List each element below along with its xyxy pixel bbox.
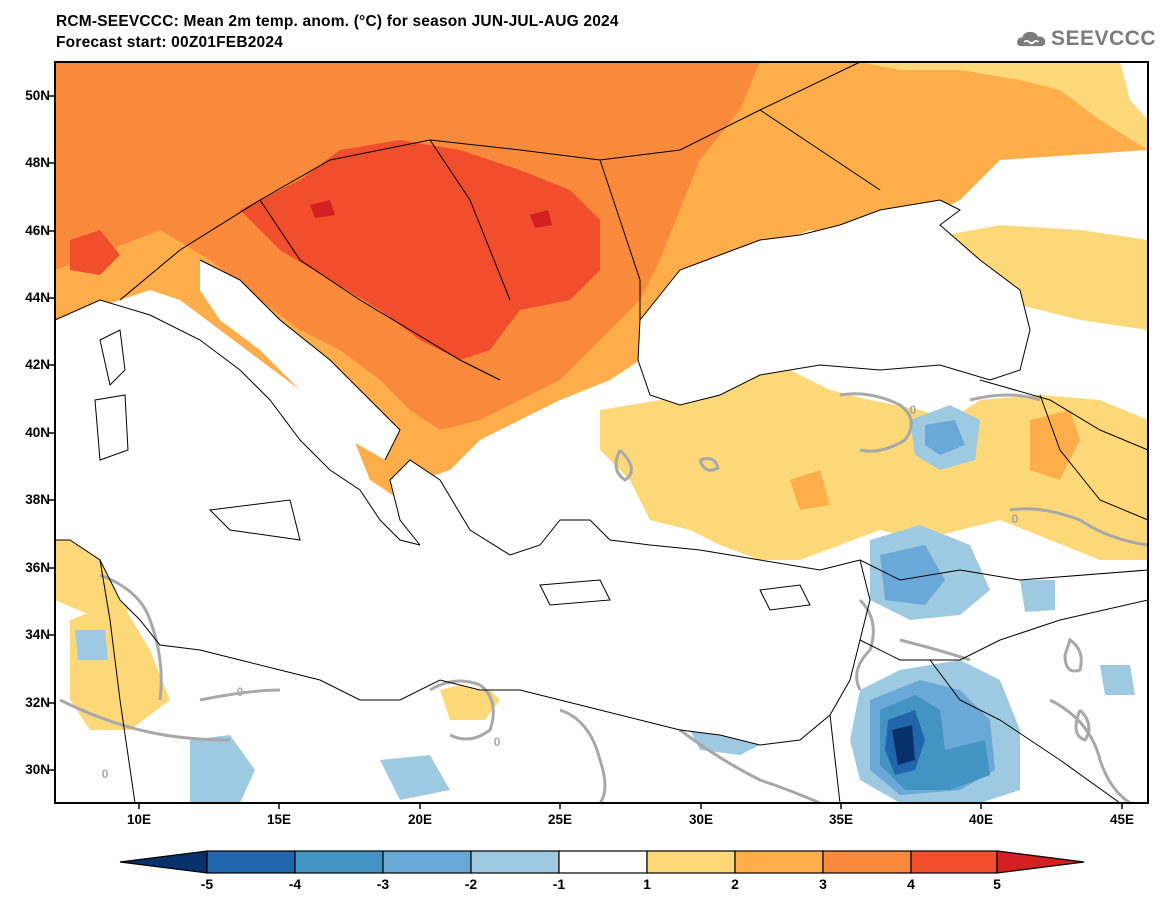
anomaly-area-5 — [240, 140, 600, 360]
anomaly-area-neg2 — [380, 755, 450, 800]
colorbar-tick-label: -3 — [376, 876, 390, 892]
anomaly-area-neg2 — [190, 735, 255, 803]
lat-label: 34N — [25, 627, 50, 642]
lat-label: 42N — [25, 357, 50, 372]
contour-label: 0 — [910, 403, 917, 417]
colorbar-tick-label: 2 — [731, 876, 739, 892]
coastlines-borders — [55, 62, 1148, 803]
lat-label: 50N — [25, 88, 50, 103]
lon-label: 30E — [688, 812, 714, 827]
anomaly-area-neg2 — [1100, 665, 1135, 695]
colorbar-tick-label: 5 — [993, 876, 1001, 892]
lon-label: 10E — [126, 812, 152, 827]
adriatic-sea — [200, 260, 400, 460]
lat-label: 32N — [25, 695, 50, 710]
lon-label: 15E — [266, 812, 292, 827]
lon-label: 25E — [547, 812, 573, 827]
zero-contours — [59, 392, 1148, 803]
lat-label: 38N — [25, 492, 50, 507]
anomaly-area-2 — [820, 62, 1148, 150]
colorbar-tick-label: -2 — [464, 876, 478, 892]
forecast-start: Forecast start: 00Z01FEB2024 — [56, 34, 284, 51]
contour-label: 0 — [494, 735, 501, 749]
seevccc-logo: SEEVCCC — [1016, 22, 1156, 56]
anomaly-area-neg3 — [925, 420, 965, 455]
black-sea — [638, 200, 1030, 405]
contour-labels: 0 0 0 0 0 — [102, 403, 1019, 781]
colorbar-tick-label: -1 — [552, 876, 566, 892]
mediterranean-sea — [55, 300, 870, 745]
colorbar-tick-label: -4 — [288, 876, 302, 892]
caspian-area — [1120, 62, 1148, 120]
lat-label: 36N — [25, 560, 50, 575]
lon-ticks — [138, 803, 1123, 809]
anomaly-area-6 — [530, 210, 552, 228]
cloud-logo-icon — [1017, 31, 1046, 47]
anomaly-area-2 — [600, 370, 1148, 560]
anomaly-area-5 — [70, 230, 120, 275]
anomaly-area-6 — [310, 200, 335, 218]
logo-text: SEEVCCC — [1050, 27, 1156, 50]
lon-label: 45E — [1109, 812, 1135, 827]
lon-label: 40E — [968, 812, 994, 827]
lat-label: 30N — [25, 762, 50, 777]
anomaly-area-3 — [1030, 410, 1080, 480]
anomaly-area-neg6 — [892, 725, 915, 765]
contour-label: 0 — [102, 767, 109, 781]
anomaly-area-neg2 — [1020, 580, 1055, 612]
anomaly-area-3 — [790, 470, 830, 510]
colorbar-tick-label: 4 — [907, 876, 915, 892]
anomaly-area-neg3 — [880, 545, 945, 605]
lat-label: 46N — [25, 223, 50, 238]
lat-label: 40N — [25, 425, 50, 440]
lat-ticks — [49, 95, 55, 771]
contour-label: 0 — [237, 685, 244, 699]
colorbar-tick-label: 1 — [643, 876, 651, 892]
map-title: RCM-SEEVCCC: Mean 2m temp. anom. (°C) fo… — [56, 13, 619, 30]
colorbar-tick-label: 3 — [819, 876, 827, 892]
contour-label: 0 — [1012, 512, 1019, 526]
lat-label: 44N — [25, 290, 50, 305]
colorbar-tick-label: -5 — [200, 876, 214, 892]
anomaly-area-neg2 — [75, 630, 108, 660]
lat-label: 48N — [25, 155, 50, 170]
lon-label: 20E — [407, 812, 433, 827]
lon-label: 35E — [828, 812, 854, 827]
